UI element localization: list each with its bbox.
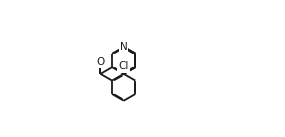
Text: Cl: Cl <box>119 62 129 72</box>
Text: N: N <box>120 42 128 52</box>
Text: O: O <box>96 57 105 67</box>
